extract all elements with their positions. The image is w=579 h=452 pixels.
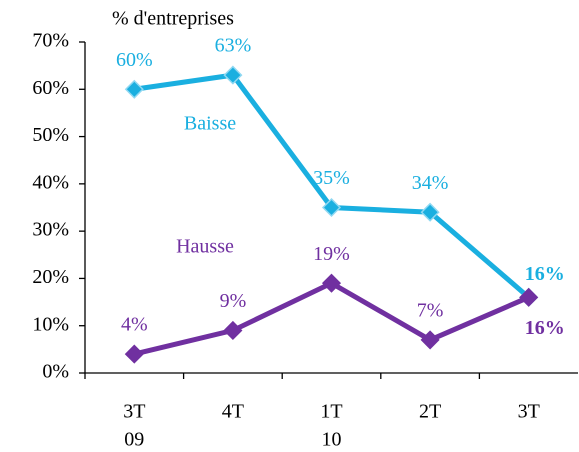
y-tick-label: 10% [32, 313, 69, 335]
point [124, 344, 144, 364]
value-label: 4% [121, 314, 148, 336]
y-tick-label: 70% [32, 30, 69, 52]
point [321, 273, 342, 293]
y-tick-label: 40% [32, 171, 69, 193]
value-label: 35% [313, 167, 350, 189]
x-tick-label: 3T [123, 401, 145, 423]
y-tick-label: 20% [32, 266, 69, 288]
point [420, 330, 440, 350]
y-tick-label: 50% [32, 124, 69, 146]
series-name: Hausse [176, 236, 234, 258]
value-label: 9% [220, 290, 247, 312]
x-tick-label: 10 [322, 429, 342, 451]
point [519, 287, 539, 307]
y-axis-label: % d'entreprises [112, 8, 234, 30]
x-tick-label: 4T [222, 401, 244, 423]
series-line [133, 280, 530, 357]
point [420, 202, 440, 222]
y-tick-label: 60% [32, 77, 69, 99]
y-tick-label: 0% [42, 361, 69, 383]
y-tick-label: 30% [32, 219, 69, 241]
value-label: 16% [525, 317, 565, 339]
x-tick-label: 2T [419, 401, 441, 423]
value-label: 16% [525, 263, 565, 285]
x-tick-label: 3T [518, 401, 540, 423]
point [124, 79, 144, 99]
value-label: 34% [412, 172, 449, 194]
value-label: 7% [417, 299, 444, 321]
x-tick-label: 09 [124, 429, 144, 451]
value-label: 19% [313, 243, 350, 265]
point [321, 197, 342, 218]
value-label: 63% [215, 35, 252, 57]
value-label: 60% [116, 49, 153, 71]
point [223, 320, 243, 340]
series-name: Baisse [184, 113, 236, 135]
x-tick-label: 1T [320, 401, 342, 423]
point [223, 65, 243, 85]
